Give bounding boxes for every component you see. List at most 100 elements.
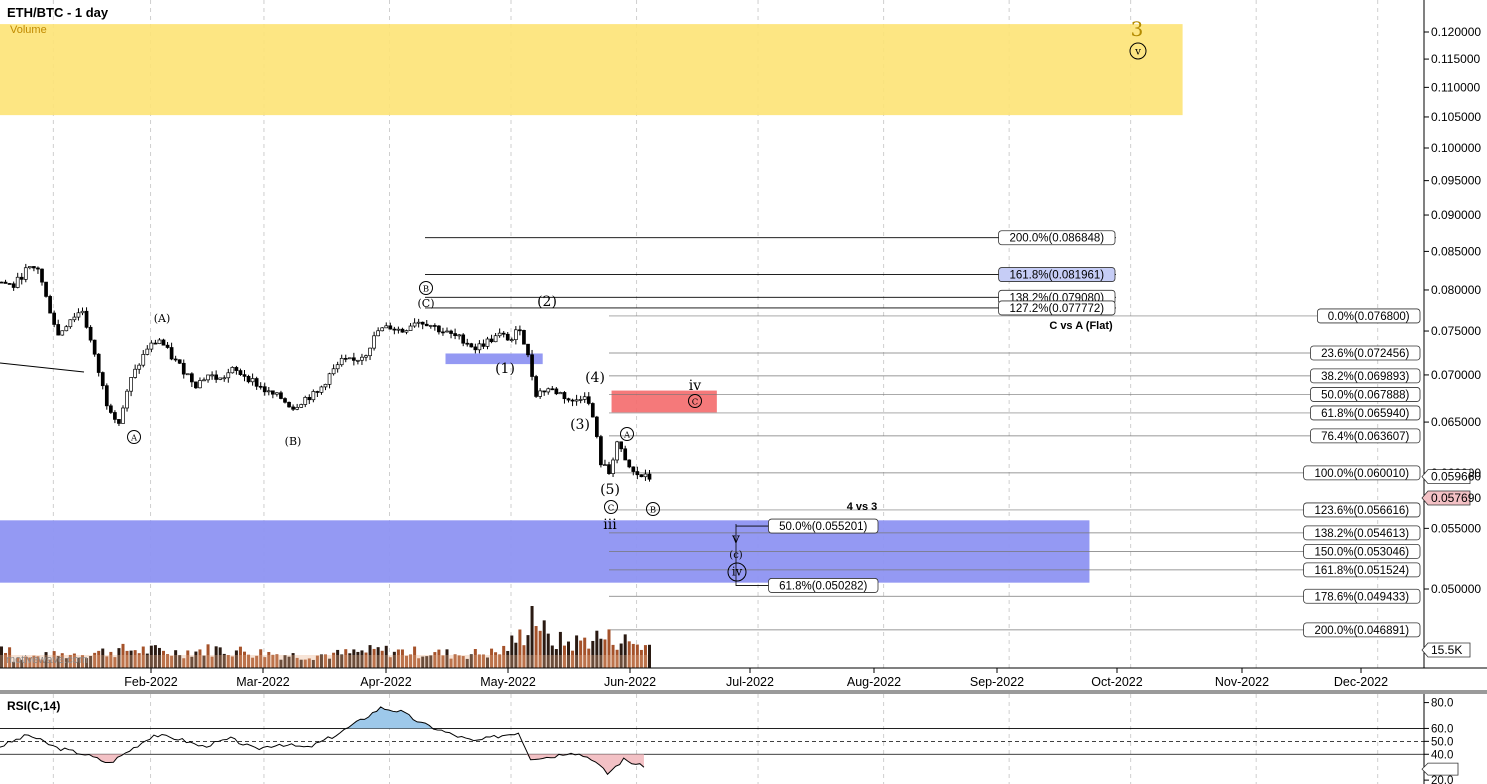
- volume-bar: [639, 649, 643, 668]
- candle-body: [32, 266, 36, 269]
- wave-paren-1: (1): [495, 361, 515, 377]
- pane-divider[interactable]: [0, 690, 1487, 694]
- volume-bar: [364, 652, 368, 668]
- time-axis[interactable]: Feb-2022 Mar-2022 Apr-2022 May-2022 Jun-2022…: [0, 667, 1487, 689]
- candle-body: [23, 267, 28, 280]
- volume-bar: [28, 657, 32, 668]
- wave-B-circle: B: [419, 281, 433, 295]
- volume-bar: [60, 653, 64, 668]
- volume-bar: [234, 650, 238, 668]
- volume-bar: [263, 657, 267, 668]
- wave-B-circle-2: B: [646, 502, 660, 516]
- fib-right-label: 178.6%(0.049433): [1303, 588, 1421, 604]
- candle-body: [420, 321, 425, 325]
- price-tick-label: 0.050000: [1431, 582, 1481, 596]
- volume-bar: [494, 652, 498, 668]
- candle-body: [262, 386, 267, 393]
- current-price-tag-2: 0.057690: [1421, 490, 1481, 506]
- volume-bar: [81, 655, 84, 668]
- volume-bar: [583, 637, 587, 668]
- candle-body: [445, 330, 449, 333]
- volume-bar: [510, 635, 514, 668]
- candle-body: [129, 377, 133, 392]
- volume-bar: [453, 654, 457, 668]
- volume-bar: [255, 655, 259, 668]
- wave-iii: iii: [603, 517, 617, 533]
- price-tick-label: 0.080000: [1431, 283, 1481, 297]
- candle-body: [473, 346, 478, 351]
- candle-body: [615, 441, 619, 461]
- price-tag-text: 0.059660: [1431, 470, 1481, 484]
- volume-bar: [238, 646, 242, 668]
- fib-label-text: 138.2%(0.054613): [1314, 528, 1409, 540]
- candle-body: [465, 342, 470, 345]
- volume-bar: [405, 655, 408, 668]
- wave-circle: [646, 502, 660, 516]
- rsi-title: RSI(C,14): [7, 699, 60, 713]
- candle-body: [493, 335, 498, 343]
- candle-body: [530, 354, 534, 377]
- volume-bar: [473, 649, 477, 668]
- volume-bar: [648, 644, 651, 668]
- time-tick-label: Aug-2022: [847, 675, 901, 689]
- volume-bar: [469, 654, 473, 668]
- candle-body: [177, 359, 182, 364]
- wave-A-circle: A: [127, 430, 141, 444]
- fib-label-box: [998, 230, 1116, 246]
- fib-label-box: [1310, 345, 1421, 361]
- volume-bar: [522, 645, 526, 668]
- candle-body: [554, 388, 559, 395]
- volume-bar: [4, 652, 8, 668]
- wave-A-circle-2: A: [620, 427, 634, 441]
- price-tick-label: 0.085000: [1431, 244, 1481, 258]
- volume-bar: [324, 654, 327, 668]
- wave-circle: [688, 394, 702, 408]
- price-tag-text: 15.5K: [1431, 643, 1462, 657]
- candle-body: [141, 354, 146, 366]
- price-tick-label: 0.055000: [1431, 521, 1481, 535]
- candle-body: [590, 403, 595, 418]
- candle-body: [497, 332, 502, 337]
- rsi-tick-label: 80.0: [1431, 698, 1453, 710]
- fib-label-text: 200.0%(0.086848): [1009, 233, 1104, 245]
- volume-bar: [486, 657, 489, 668]
- fib-label-box: [998, 300, 1116, 316]
- wave-v-circle: v: [1129, 42, 1147, 60]
- candle-body: [594, 416, 599, 437]
- candle-body: [258, 385, 263, 388]
- volume-bar: [271, 654, 275, 668]
- candle-body: [173, 358, 178, 361]
- fib-right-label: 150.0%(0.053046): [1303, 543, 1421, 559]
- volume-bar: [206, 644, 210, 668]
- volume-bar: [56, 656, 60, 668]
- volume-bar: [157, 647, 161, 668]
- volume-bar: [20, 659, 24, 668]
- volume-bar: [190, 656, 194, 668]
- rsi-tick-label: 40.0: [1431, 749, 1453, 761]
- wave-circle-text: v: [1134, 46, 1141, 58]
- wave-paren-B: (B): [285, 435, 302, 448]
- time-tick-label: Sep-2022: [970, 675, 1024, 689]
- trend-line: [0, 362, 85, 373]
- volume-bar: [344, 649, 348, 668]
- fib-label-text: 161.8%(0.051524): [1314, 565, 1409, 577]
- volume-bar: [502, 645, 506, 668]
- candle-body: [599, 436, 603, 466]
- candle-body: [360, 356, 364, 361]
- candle-body: [7, 283, 12, 285]
- volume-bar: [299, 659, 303, 668]
- time-tick-label: Mar-2022: [236, 675, 290, 689]
- candle-body: [526, 343, 530, 356]
- fib-label-box: [1310, 428, 1421, 444]
- candle-body: [157, 339, 162, 344]
- volume-bar: [392, 651, 396, 668]
- wave-v-small: v: [731, 531, 740, 547]
- price-axis[interactable]: 0.120000 0.115000 0.110000 0.105000 0.100000…: [1421, 0, 1481, 668]
- candle-body: [469, 343, 474, 348]
- volume-bar: [149, 645, 153, 668]
- candle-body: [489, 338, 494, 343]
- candle-body: [558, 392, 563, 395]
- volume-bar: [635, 644, 639, 668]
- rsi-current-tag: [1421, 762, 1459, 776]
